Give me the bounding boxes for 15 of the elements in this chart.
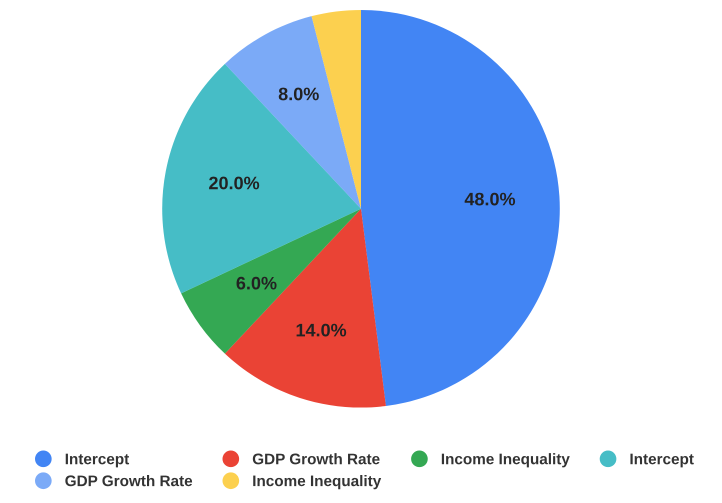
data-label: 14.0% [296, 324, 346, 336]
legend-label: Intercept [630, 454, 694, 468]
data-label: 48.0% [464, 192, 516, 206]
data-label: 20.0% [209, 176, 260, 190]
legend-label: GDP Growth Rate [65, 475, 192, 486]
data-label: 8.0% [278, 88, 319, 100]
pie-slice [162, 64, 361, 294]
data-label: 6.0% [236, 276, 277, 290]
legend-label: Intercept [66, 454, 130, 468]
legend-label: Income Inequality [442, 453, 570, 468]
pie-slice [361, 10, 560, 406]
pie-slice [224, 208, 386, 408]
pie-slice [181, 208, 361, 354]
legend-label: GDP Growth Rate [252, 453, 380, 464]
legend-label: Income Inequality [253, 475, 382, 490]
